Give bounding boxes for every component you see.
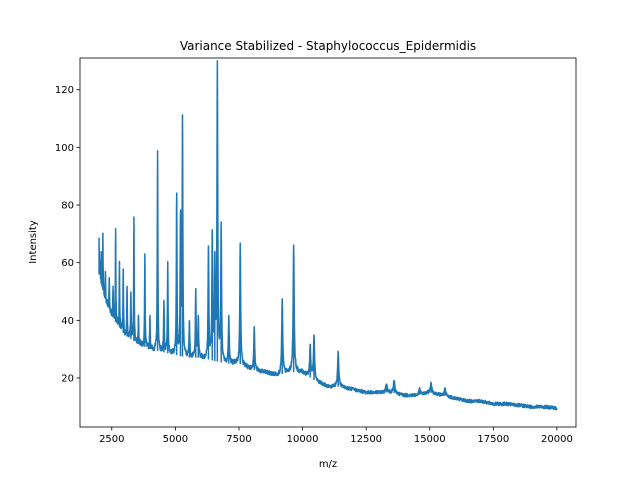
x-tick-label: 2500 [99, 434, 124, 445]
chart-title: Variance Stabilized - Staphylococcus_Epi… [180, 39, 476, 53]
x-tick-label: 5000 [163, 434, 188, 445]
y-axis-label: Intensity [28, 220, 39, 264]
y-tick-label: 40 [61, 316, 74, 327]
y-tick-label: 120 [55, 85, 74, 96]
y-tick-label: 20 [61, 373, 74, 384]
plot-area [80, 58, 576, 427]
y-tick-label: 80 [61, 201, 74, 212]
x-axis-label: m/z [319, 459, 337, 470]
x-tick-label: 7500 [226, 434, 251, 445]
axes-background [80, 58, 576, 427]
x-tick-label: 20000 [541, 434, 573, 445]
x-tick-label: 17500 [477, 434, 509, 445]
x-tick-label: 15000 [414, 434, 446, 445]
x-tick-label: 12500 [350, 434, 382, 445]
y-tick-label: 100 [55, 143, 74, 154]
y-tick-label: 60 [61, 258, 74, 269]
x-tick-label: 10000 [287, 434, 319, 445]
